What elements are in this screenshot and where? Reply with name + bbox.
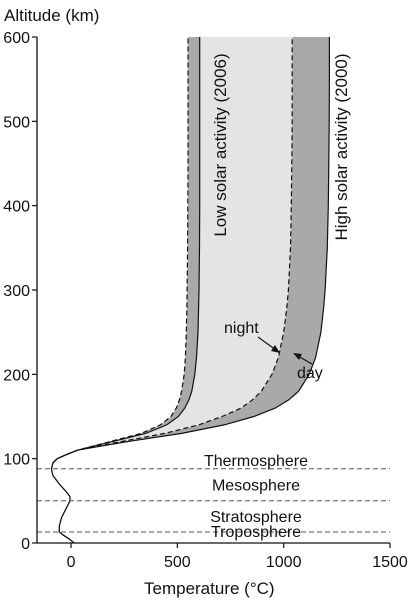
y-tick-label: 400: [3, 199, 30, 216]
y-tick-label: 100: [3, 452, 30, 469]
band-layer: [52, 37, 330, 463]
x-tick-label: 1000: [266, 554, 302, 571]
y-tick-label: 300: [3, 283, 30, 300]
base-profile-curve: [50, 462, 75, 544]
x-axis-title: Temperature (°C): [144, 579, 275, 598]
low-activity-label: Low solar activity (2006): [211, 53, 230, 236]
night-arrowhead: [271, 345, 280, 353]
watermark: 知乎 @石头科普工作室: [266, 571, 400, 587]
y-axis-title: Altitude (km): [4, 6, 99, 25]
layer-label-troposphere: Troposphere: [211, 524, 301, 541]
x-tick-label: 0: [67, 554, 76, 571]
day-arrow: [297, 355, 313, 365]
low-activity-band: [52, 37, 200, 463]
low-high-gap-band: [52, 37, 293, 463]
layer-label-thermosphere: Thermosphere: [204, 453, 308, 470]
x-tick-label: 1500: [372, 554, 408, 571]
y-tick-label: 200: [3, 367, 30, 384]
curve-layer: [50, 37, 330, 544]
y-tick-label: 600: [3, 30, 30, 47]
layer-label-mesosphere: Mesosphere: [212, 478, 300, 495]
series-curve-1: [52, 37, 201, 464]
high-activity-label: High solar activity (2000): [332, 53, 351, 240]
day-arrowhead: [293, 353, 302, 360]
tick-layer: 0 100 200 300 400 500 600 0 500 1000 1500: [3, 30, 408, 571]
x-tick-label: 500: [164, 554, 191, 571]
series-curve-3: [52, 37, 330, 464]
night-arrow: [257, 336, 277, 351]
night-label: night: [224, 320, 259, 337]
layer-label-stratosphere: Stratosphere: [210, 509, 302, 526]
high-activity-band: [52, 37, 330, 463]
day-label: day: [297, 365, 323, 382]
layer-boundaries: [37, 468, 390, 533]
y-tick-label: 0: [21, 536, 30, 553]
series-curve-0: [52, 37, 189, 464]
y-tick-label: 500: [3, 114, 30, 131]
